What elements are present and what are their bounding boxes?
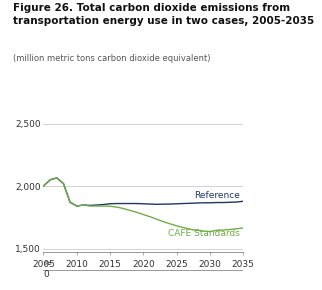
Text: ≈: ≈ <box>43 259 52 269</box>
Text: Figure 26. Total carbon dioxide emissions from
transportation energy use in two : Figure 26. Total carbon dioxide emission… <box>13 3 314 26</box>
Text: 0: 0 <box>43 270 49 279</box>
Text: Reference: Reference <box>194 191 240 200</box>
Text: CAFE Standards: CAFE Standards <box>168 229 240 238</box>
Text: (million metric tons carbon dioxide equivalent): (million metric tons carbon dioxide equi… <box>13 54 210 63</box>
